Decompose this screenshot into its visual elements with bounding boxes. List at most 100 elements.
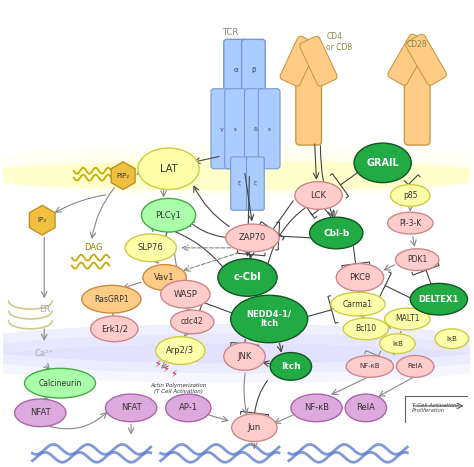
Text: NFAT: NFAT xyxy=(30,408,51,417)
Ellipse shape xyxy=(224,343,265,370)
Text: ζ: ζ xyxy=(238,181,241,186)
Ellipse shape xyxy=(336,264,383,291)
Ellipse shape xyxy=(125,234,176,262)
Ellipse shape xyxy=(15,399,66,427)
Text: AP-1: AP-1 xyxy=(179,403,198,412)
Ellipse shape xyxy=(231,295,308,343)
FancyBboxPatch shape xyxy=(300,36,337,86)
Text: RelA: RelA xyxy=(408,363,423,369)
Text: δ: δ xyxy=(254,127,257,132)
FancyBboxPatch shape xyxy=(242,39,265,99)
Text: cdc42: cdc42 xyxy=(181,318,204,326)
Text: NF-κB: NF-κB xyxy=(304,403,329,412)
Ellipse shape xyxy=(82,285,141,313)
Ellipse shape xyxy=(226,224,279,252)
Text: LCK: LCK xyxy=(310,191,327,200)
Text: NF-κB: NF-κB xyxy=(359,363,380,369)
Text: CD28: CD28 xyxy=(407,40,428,49)
FancyBboxPatch shape xyxy=(231,157,248,210)
FancyBboxPatch shape xyxy=(280,36,318,86)
Text: PKCθ: PKCθ xyxy=(349,273,371,282)
Ellipse shape xyxy=(155,337,205,364)
Ellipse shape xyxy=(395,249,439,270)
FancyBboxPatch shape xyxy=(246,157,264,210)
Ellipse shape xyxy=(384,308,430,330)
Text: Calcineurin: Calcineurin xyxy=(38,379,82,388)
Ellipse shape xyxy=(270,353,311,380)
FancyBboxPatch shape xyxy=(296,58,321,145)
Polygon shape xyxy=(29,205,55,235)
Text: DAG: DAG xyxy=(84,243,103,252)
Ellipse shape xyxy=(388,212,433,234)
Text: WASP: WASP xyxy=(173,290,197,299)
Text: IκB: IκB xyxy=(446,336,457,342)
Text: NEDD4-1/
Itch: NEDD4-1/ Itch xyxy=(246,310,292,328)
Text: LAT: LAT xyxy=(160,164,177,174)
Text: Arp2/3: Arp2/3 xyxy=(166,346,194,355)
Text: SLP76: SLP76 xyxy=(138,243,164,252)
Text: ⚡: ⚡ xyxy=(162,363,169,374)
Ellipse shape xyxy=(141,198,196,232)
FancyBboxPatch shape xyxy=(404,53,430,145)
Text: DELTEX1: DELTEX1 xyxy=(419,295,459,304)
Ellipse shape xyxy=(171,310,214,334)
Ellipse shape xyxy=(0,154,474,188)
Ellipse shape xyxy=(410,283,467,315)
Text: ζ: ζ xyxy=(254,181,257,186)
Ellipse shape xyxy=(0,143,474,178)
Text: Erk1/2: Erk1/2 xyxy=(101,325,128,333)
Text: PI-3-K: PI-3-K xyxy=(399,219,421,227)
Text: ε: ε xyxy=(234,127,237,132)
Ellipse shape xyxy=(345,394,387,422)
Ellipse shape xyxy=(0,161,474,191)
Ellipse shape xyxy=(0,344,474,383)
FancyBboxPatch shape xyxy=(211,89,233,169)
Ellipse shape xyxy=(91,316,138,342)
Ellipse shape xyxy=(105,394,157,422)
Ellipse shape xyxy=(295,182,342,209)
Ellipse shape xyxy=(391,184,430,206)
Text: ER: ER xyxy=(39,304,50,313)
Text: Bcl10: Bcl10 xyxy=(356,325,376,333)
Text: RelA: RelA xyxy=(356,403,375,412)
Text: RasGRP1: RasGRP1 xyxy=(94,295,128,304)
Text: PDK1: PDK1 xyxy=(407,255,427,264)
FancyBboxPatch shape xyxy=(225,89,246,169)
Text: Ca²⁺: Ca²⁺ xyxy=(35,349,54,358)
Ellipse shape xyxy=(0,161,474,191)
Ellipse shape xyxy=(165,394,211,422)
Text: ε: ε xyxy=(267,127,271,132)
Ellipse shape xyxy=(380,334,415,354)
Ellipse shape xyxy=(0,161,474,191)
Polygon shape xyxy=(111,162,135,190)
Ellipse shape xyxy=(25,368,96,398)
Ellipse shape xyxy=(0,324,474,363)
Text: Cbl-b: Cbl-b xyxy=(323,228,349,238)
FancyBboxPatch shape xyxy=(258,89,280,169)
Text: IP₃: IP₃ xyxy=(38,217,46,223)
Text: Jun: Jun xyxy=(248,423,261,432)
Text: IκB: IκB xyxy=(392,340,403,347)
Ellipse shape xyxy=(291,394,342,422)
Text: ⚡: ⚡ xyxy=(170,368,177,378)
Text: MALT1: MALT1 xyxy=(395,314,419,324)
Text: PIP₂: PIP₂ xyxy=(117,173,130,179)
Ellipse shape xyxy=(232,414,277,441)
Text: GRAIL: GRAIL xyxy=(366,158,399,168)
Ellipse shape xyxy=(343,318,389,340)
Ellipse shape xyxy=(354,143,411,183)
Text: JNK: JNK xyxy=(237,352,252,361)
Text: T Cell Activation/
Proliferation: T Cell Activation/ Proliferation xyxy=(412,403,459,413)
Text: CD4
or CD8: CD4 or CD8 xyxy=(327,32,353,52)
Ellipse shape xyxy=(218,259,277,296)
Text: Carma1: Carma1 xyxy=(343,300,373,309)
Ellipse shape xyxy=(0,334,474,373)
Text: Vav1: Vav1 xyxy=(155,273,175,282)
Ellipse shape xyxy=(143,265,186,290)
Ellipse shape xyxy=(331,292,385,316)
Text: Actin Polymerization
(T Cell Activation): Actin Polymerization (T Cell Activation) xyxy=(150,383,207,394)
Ellipse shape xyxy=(9,163,464,198)
Ellipse shape xyxy=(138,148,199,190)
Ellipse shape xyxy=(435,329,468,348)
Text: TCR: TCR xyxy=(221,28,238,37)
